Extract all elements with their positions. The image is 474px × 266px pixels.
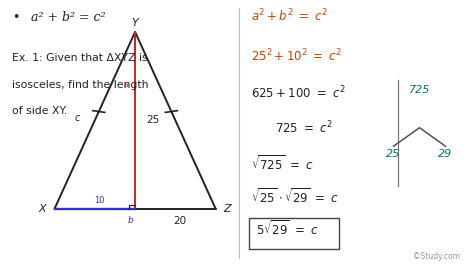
Text: X: X bbox=[39, 204, 46, 214]
Text: •: • bbox=[12, 11, 19, 24]
Text: $a^2 + b^2\ =\ c^2$: $a^2 + b^2\ =\ c^2$ bbox=[251, 8, 328, 24]
Text: 20: 20 bbox=[173, 216, 187, 226]
Text: $\sqrt{725}\ =\ c$: $\sqrt{725}\ =\ c$ bbox=[251, 154, 314, 173]
Text: Z: Z bbox=[223, 204, 230, 214]
Text: b: b bbox=[128, 216, 133, 225]
Text: $725\ =\ c^2$: $725\ =\ c^2$ bbox=[275, 120, 333, 136]
Text: c: c bbox=[74, 113, 80, 123]
Text: $25^2 + 10^2\ =\ c^2$: $25^2 + 10^2\ =\ c^2$ bbox=[251, 48, 343, 64]
Text: $\sqrt{25}\cdot\sqrt{29}\ =\ c$: $\sqrt{25}\cdot\sqrt{29}\ =\ c$ bbox=[251, 188, 339, 206]
Text: a: a bbox=[124, 81, 129, 89]
Text: Y: Y bbox=[132, 18, 138, 28]
Text: Ex. 1: Given that ΔXYZ is: Ex. 1: Given that ΔXYZ is bbox=[12, 53, 147, 63]
Text: 25: 25 bbox=[386, 149, 401, 159]
Text: ©Study.com: ©Study.com bbox=[413, 252, 460, 261]
Text: isosceles, find the length: isosceles, find the length bbox=[12, 80, 148, 90]
Text: $625 + 100\ =\ c^2$: $625 + 100\ =\ c^2$ bbox=[251, 85, 346, 102]
Bar bbox=[249, 218, 339, 249]
Text: 29: 29 bbox=[438, 149, 453, 159]
Text: a² + b² = c²: a² + b² = c² bbox=[31, 11, 105, 24]
Text: 725: 725 bbox=[409, 85, 430, 95]
Text: 10: 10 bbox=[94, 196, 105, 205]
Text: $5\sqrt{29}\ =\ c$: $5\sqrt{29}\ =\ c$ bbox=[256, 219, 319, 238]
Text: of side XY.: of side XY. bbox=[12, 106, 67, 117]
Text: 25: 25 bbox=[146, 115, 160, 125]
